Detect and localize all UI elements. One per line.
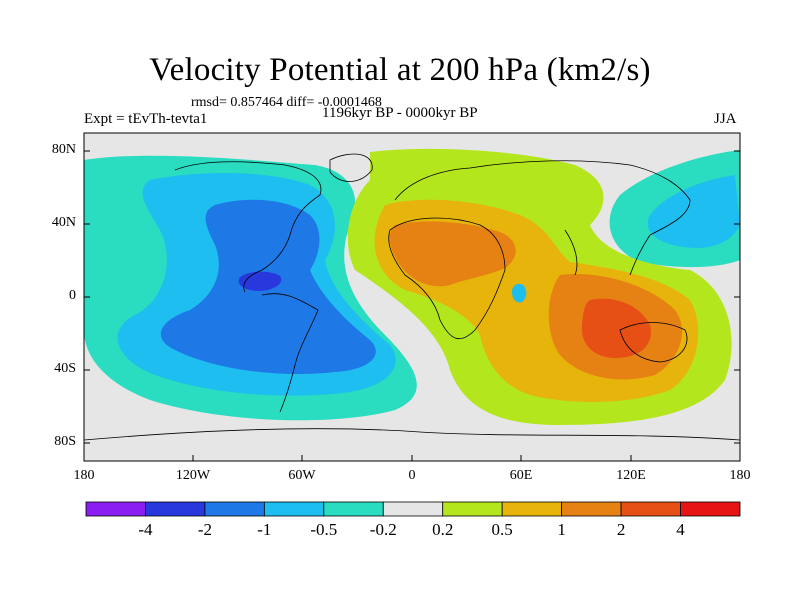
colorbar-swatch: [85, 501, 146, 517]
ylabel-80n: 80N: [51, 142, 76, 157]
coast-north-america: [174, 161, 322, 293]
ylabel-40n: 40N: [51, 215, 76, 230]
coastlines: [84, 153, 740, 441]
coast-australia: [619, 322, 688, 363]
colorbar-label: 2: [616, 520, 626, 539]
xlabel-0: 0: [408, 468, 416, 483]
negative-region-level2-east: [647, 175, 740, 248]
coast-eurasia: [394, 160, 691, 276]
colorbar-swatch: [204, 501, 265, 517]
ylabel-0: 0: [69, 288, 76, 303]
period-label: 1196kyr BP - 0000kyr BP: [322, 105, 478, 121]
colorbar-label: 0.2: [432, 520, 454, 539]
map-title: Velocity Potential at 200 hPa (km2/s): [149, 52, 651, 88]
colorbar-label: -0.2: [369, 520, 397, 539]
colorbar-swatch: [382, 501, 444, 517]
xlabel-120w: 120W: [175, 468, 211, 483]
colorbar-label: -0.5: [310, 520, 338, 539]
colorbar-swatch: [620, 501, 681, 517]
negative-region-indian-core: [512, 283, 527, 303]
negative-region-level4: [238, 271, 282, 291]
season-label: JJA: [714, 111, 737, 127]
coast-greenland: [329, 153, 373, 182]
colorbar-label: -1: [257, 520, 272, 539]
xlabel-120e: 120E: [616, 468, 646, 483]
coast-antarctica: [84, 428, 740, 441]
colorbar-swatch: [263, 501, 325, 517]
contour-fields: [84, 133, 740, 461]
positive-region-level4: [581, 298, 651, 358]
colorbar-swatch: [501, 501, 563, 517]
coast-south-america: [261, 293, 319, 413]
colorbar: [85, 501, 741, 517]
ylabel-80s: 80S: [54, 434, 76, 449]
colorbar-label: -4: [138, 520, 153, 539]
colorbar-swatch: [680, 501, 741, 517]
experiment-label: Expt = tEvTh-tevta1: [84, 111, 208, 127]
colorbar-label: -2: [197, 520, 212, 539]
colorbar-swatch: [323, 501, 384, 517]
xlabel-60w: 60W: [288, 468, 316, 483]
coast-india: [564, 229, 578, 276]
small-negative-patch: [96, 279, 116, 291]
ylabel-40s: 40S: [54, 361, 76, 376]
positive-region-level3-africa: [389, 221, 516, 287]
xlabel-180w: 180: [73, 468, 95, 483]
xlabel-180e: 180: [729, 468, 751, 483]
colorbar-swatch: [442, 501, 503, 517]
colorbar-label: 4: [676, 520, 685, 539]
colorbar-swatch: [561, 501, 622, 517]
xlabel-60e: 60E: [509, 468, 533, 483]
colorbar-label: 0.5: [491, 520, 513, 539]
coast-africa: [388, 217, 506, 340]
tick-marks: [83, 150, 741, 461]
colorbar-swatch: [145, 501, 206, 517]
colorbar-label: 1: [557, 520, 566, 539]
stats-text: rmsd= 0.857464 diff= -0.0001468: [191, 95, 382, 110]
